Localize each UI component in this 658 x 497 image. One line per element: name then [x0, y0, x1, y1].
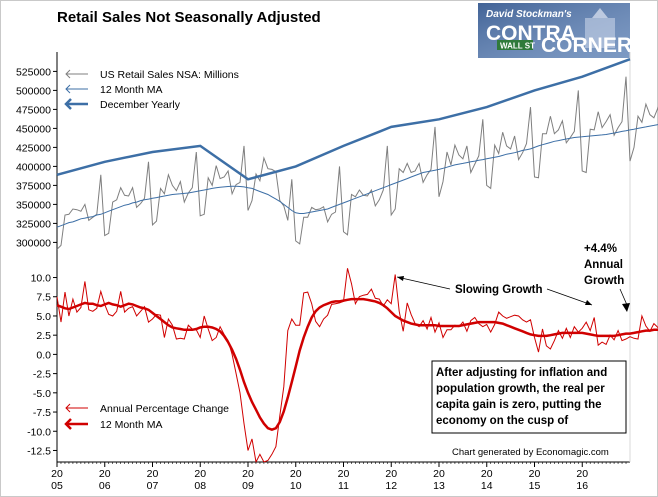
top-panel-series — [56, 58, 658, 250]
x-tick-label-top: 20 — [385, 468, 397, 480]
y-tick-label-bottom: -7.5 — [33, 407, 51, 419]
axis-ticks: 525000 500000 475000 450000 425000 400000 3750… — [16, 66, 627, 492]
y-tick-label-top: 350000 — [16, 199, 51, 211]
annotation-annual-l3: Growth — [584, 275, 624, 287]
y-tick-label-top: 375000 — [16, 180, 51, 192]
annotation-annual-l2: Annual — [584, 259, 623, 271]
y-tick-label-bottom: -10.0 — [27, 426, 51, 438]
legend-item-retail-sales: US Retail Sales NSA: Millions — [65, 69, 239, 81]
bottom-panel-series — [56, 268, 658, 464]
annotation-box: After adjusting for inflation and popula… — [431, 360, 627, 434]
legend-item-ma: 12 Month MA — [65, 84, 162, 96]
series-ma-red-line — [56, 297, 658, 432]
chart-credit: Chart generated by Economagic.com — [452, 447, 609, 458]
legend-label-annual-pct: Annual Percentage Change — [100, 403, 229, 415]
x-tick-label-bottom: 11 — [338, 480, 349, 492]
y-tick-label-top: 450000 — [16, 123, 51, 135]
x-tick-label-top: 20 — [194, 468, 206, 480]
annotation-annual-growth: +4.4% Annual Growth — [584, 243, 630, 312]
legend-label-ma-red: 12 Month MA — [100, 419, 162, 431]
y-tick-label-top: 300000 — [16, 237, 51, 249]
x-tick-label-top: 20 — [242, 468, 254, 480]
x-tick-label-top: 20 — [433, 468, 445, 480]
y-tick-label-top: 475000 — [16, 104, 51, 116]
x-tick-label-top: 20 — [338, 468, 350, 480]
legend-item-annual-pct: Annual Percentage Change — [65, 403, 229, 415]
y-tick-label-bottom: 5.0 — [36, 311, 51, 323]
x-tick-label-top: 20 — [481, 468, 493, 480]
legend-label-retail-sales: US Retail Sales NSA: Millions — [100, 69, 239, 81]
x-tick-label-bottom: 05 — [51, 480, 63, 492]
x-tick-label-bottom: 16 — [576, 480, 588, 492]
annotation-slowing-text: Slowing Growth — [455, 284, 543, 296]
y-tick-label-bottom: 2.5 — [36, 330, 51, 342]
annotation-box-line-2: population growth, the real per — [436, 383, 605, 395]
annotation-box-line-1: After adjusting for inflation and — [436, 367, 607, 379]
x-tick-label-top: 20 — [576, 468, 588, 480]
y-tick-label-top: 525000 — [16, 66, 51, 78]
series-annual-pct-line — [56, 268, 658, 464]
x-tick-label-bottom: 14 — [481, 480, 493, 492]
bottom-legend: Annual Percentage Change 12 Month MA — [64, 403, 229, 431]
x-tick-label-top: 20 — [147, 468, 159, 480]
y-tick-label-top: 425000 — [16, 142, 51, 154]
logo-mid-text: WALL ST — [500, 42, 535, 51]
annotation-slowing-growth: Slowing Growth — [396, 276, 593, 306]
chart-title: Retail Sales Not Seasonally Adjusted — [57, 9, 321, 26]
y-tick-label-top: 325000 — [16, 218, 51, 230]
legend-item-december: December Yearly — [64, 98, 181, 111]
y-tick-label-top: 500000 — [16, 85, 51, 97]
x-tick-label-top: 20 — [51, 468, 63, 480]
annotation-box-line-4: economy on the cusp of — [436, 415, 568, 427]
x-tick-label-bottom: 09 — [242, 480, 254, 492]
x-tick-label-top: 20 — [290, 468, 302, 480]
x-tick-label-bottom: 12 — [385, 480, 397, 492]
x-tick-label-top: 20 — [529, 468, 541, 480]
annotation-box-line-3: capita gain is zero, putting the — [436, 399, 602, 411]
logo-top-text: David Stockman's — [486, 9, 572, 20]
series-december-line — [56, 58, 631, 181]
x-tick-label-bottom: 10 — [290, 480, 302, 492]
contra-corner-logo: David Stockman's CONTRA WALL ST CORNER — [478, 3, 632, 58]
x-tick-label-top: 20 — [99, 468, 111, 480]
y-tick-label-top: 400000 — [16, 161, 51, 173]
y-tick-label-bottom: 10.0 — [31, 273, 52, 285]
x-tick-label-bottom: 07 — [147, 480, 159, 492]
logo-right-text: CORNER — [541, 34, 632, 57]
y-tick-label-bottom: -5.0 — [33, 388, 51, 400]
legend-item-ma-red: 12 Month MA — [64, 418, 162, 431]
series-ma-line — [56, 124, 658, 228]
x-tick-label-bottom: 06 — [99, 480, 111, 492]
y-tick-label-bottom: -12.5 — [27, 445, 51, 457]
legend-label-ma: 12 Month MA — [100, 84, 162, 96]
logo-left-text: CONTRA — [486, 22, 576, 45]
x-tick-label-bottom: 08 — [194, 480, 206, 492]
annotation-annual-l1: +4.4% — [584, 243, 617, 255]
y-tick-label-bottom: 7.5 — [36, 292, 51, 304]
x-tick-label-bottom: 13 — [433, 480, 445, 492]
x-tick-label-bottom: 15 — [529, 480, 541, 492]
series-retail-sales-line — [56, 76, 658, 250]
legend-label-december: December Yearly — [100, 99, 181, 111]
top-legend: US Retail Sales NSA: Millions 12 Month M… — [64, 69, 239, 111]
y-tick-label-bottom: -2.5 — [33, 369, 51, 381]
y-tick-label-bottom: 0.0 — [36, 349, 51, 361]
